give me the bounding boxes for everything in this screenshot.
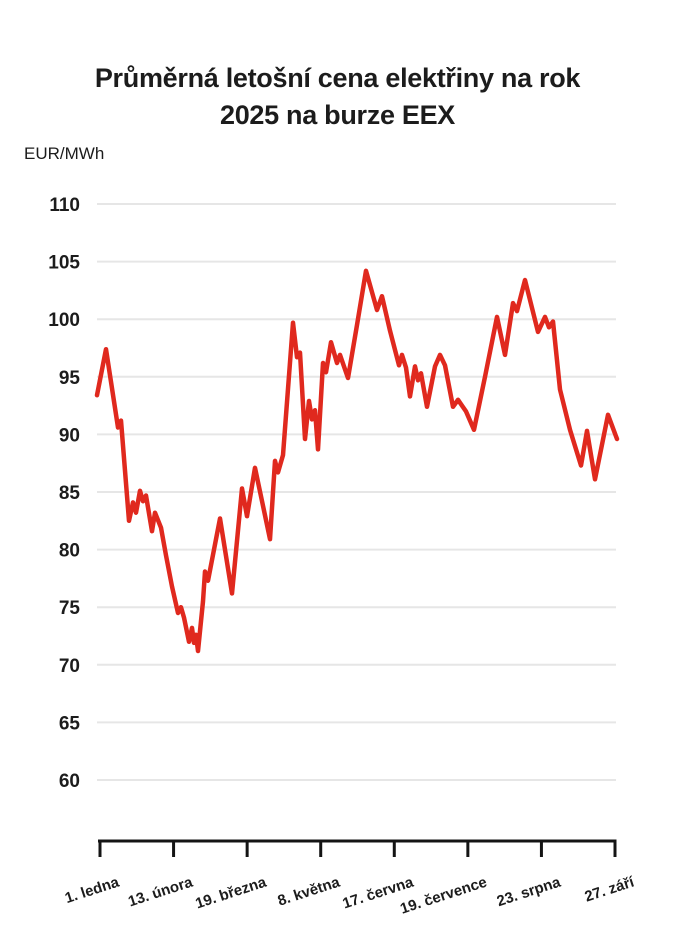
x-axis-tick-label: 1. ledna [63, 873, 122, 907]
x-axis-tick-label: 19. března [193, 873, 269, 912]
y-axis-tick-label: 110 [49, 195, 80, 216]
y-axis-tick-label: 85 [59, 483, 81, 504]
y-axis-tick-label: 65 [59, 713, 81, 734]
price-line [94, 268, 620, 654]
y-axis-tick-label: 80 [59, 541, 80, 562]
x-axis-tick-label: 27. září [583, 873, 637, 905]
x-axis-tick-label: 23. srpna [495, 873, 564, 910]
chart-title-line1: Průměrná letošní cena elektřiny na rok [94, 63, 581, 93]
y-axis-tick-label: 75 [59, 598, 81, 619]
y-axis-tick-label: 95 [59, 368, 81, 389]
y-axis-tick-label: 90 [59, 425, 80, 446]
y-axis-tick-label: 100 [48, 310, 80, 331]
chart-title-line2: 2025 na burze EEX [219, 100, 455, 130]
chart-title: Průměrná letošní cena elektřiny na rok 2… [0, 60, 675, 134]
y-axis-tick-label: 70 [59, 656, 80, 677]
x-axis-tick-label: 8. května [276, 873, 343, 909]
y-axis-tick-label: 105 [48, 253, 80, 274]
y-axis-tick-label: 60 [59, 771, 80, 792]
y-axis-unit-label: EUR/MWh [24, 144, 105, 163]
x-axis-tick-label: 13. února [126, 873, 195, 910]
